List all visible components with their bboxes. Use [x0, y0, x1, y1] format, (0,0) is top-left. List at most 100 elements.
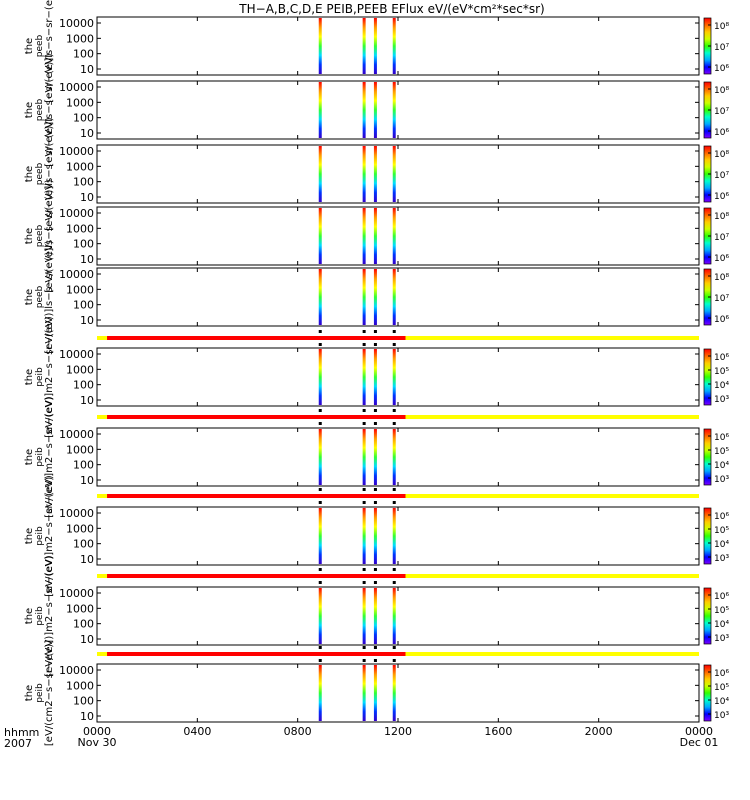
status-marker [362, 343, 366, 346]
status-bar [97, 330, 699, 346]
data-burst [392, 508, 396, 564]
status-marker [392, 646, 396, 649]
y-axis-label: the [24, 449, 35, 465]
y-axis-label: the [24, 685, 35, 701]
x-tick-label: 0400 [183, 725, 211, 738]
status-segment [405, 336, 699, 340]
status-marker [373, 488, 377, 491]
y-axis-label: [eV/(eV)]m2−s−sr−(eV) [44, 396, 55, 518]
y-tick-label: 10000 [59, 268, 94, 281]
spectrogram-panel: 10000 1000 100 10 the peeb [eV/(eV)]ls−s−sr−(e… [24, 240, 729, 354]
y-tick-label: 10000 [59, 145, 94, 158]
status-marker [318, 646, 322, 649]
y-tick-label: 100 [73, 176, 94, 189]
spectrogram-panel: 10000 1000 100 10 the peeb [eV/(eV)]ls−s−sr−(e… [24, 117, 729, 231]
y-tick-label: 100 [73, 618, 94, 631]
y-tick-label: 10000 [59, 587, 94, 600]
y-tick-label: 1000 [66, 283, 94, 296]
status-marker [318, 422, 322, 425]
colorbar-tick-label: 10⁷ [714, 43, 729, 53]
colorbar-tick-label: 10⁸ [714, 150, 729, 160]
colorbar-tick-label: 10⁶ [714, 192, 729, 202]
status-marker [392, 330, 396, 333]
x-axis-year: 2007 [4, 737, 32, 750]
data-burst [318, 429, 322, 485]
data-burst [373, 508, 377, 564]
y-axis-label: [eV/(eV)]ls−s−sr−(eV) [44, 53, 55, 167]
colorbar-tick-label: 10³ [714, 711, 729, 721]
x-tick-label: 1200 [384, 725, 412, 738]
status-marker [373, 330, 377, 333]
data-burst [373, 18, 377, 74]
y-tick-label: 1000 [66, 96, 94, 109]
y-tick-label: 10 [80, 710, 94, 723]
colorbar-tick-label: 10⁶ [714, 433, 729, 443]
y-axis-label: peeb [35, 162, 45, 185]
colorbar-tick-label: 10⁷ [714, 233, 729, 243]
data-burst [392, 269, 396, 325]
panel-frame [96, 427, 700, 487]
data-burst [362, 588, 366, 644]
status-marker [362, 409, 366, 412]
y-tick-label: 10 [80, 63, 94, 76]
y-tick-label: 100 [73, 112, 94, 125]
y-axis-label: the [24, 38, 35, 54]
status-marker [392, 501, 396, 504]
data-burst [318, 146, 322, 202]
x-date-label: Dec 01 [680, 736, 719, 749]
colorbar-tick-label: 10⁶ [714, 669, 729, 679]
colorbar-tick-label: 10⁴ [714, 461, 729, 471]
status-marker [373, 568, 377, 571]
status-marker [362, 488, 366, 491]
colorbar-tick-label: 10⁷ [714, 171, 729, 181]
y-axis-label: peib [35, 367, 45, 387]
spectrogram-panel: 10000 1000 100 10 the peeb [eV/(eV)]ls−s−sr−(e… [24, 179, 729, 293]
y-tick-label: 10 [80, 127, 94, 140]
y-tick-label: 100 [73, 48, 94, 61]
status-marker [318, 568, 322, 571]
colorbar-tick-label: 10⁴ [714, 381, 729, 391]
status-marker [318, 343, 322, 346]
data-burst [373, 146, 377, 202]
y-tick-label: 1000 [66, 602, 94, 615]
x-tick-label: 0000 [685, 725, 713, 738]
y-tick-label: 10 [80, 253, 94, 266]
data-burst [362, 269, 366, 325]
status-marker [373, 343, 377, 346]
y-axis-label: [eV/(eV)]ls−s−sr−(eV) [44, 0, 55, 103]
data-burst [362, 508, 366, 564]
y-tick-label: 10 [80, 314, 94, 327]
status-segment [405, 415, 699, 419]
y-tick-label: 10000 [59, 81, 94, 94]
y-axis-label: [eV/(cm2−s−sr−eV)] [44, 640, 55, 746]
spectrogram-panel: 10000 1000 100 10 the peib [eV/(eV)]m2−s−sr−(e… [24, 475, 729, 597]
y-tick-label: 100 [73, 379, 94, 392]
colorbar-tick-label: 10⁴ [714, 540, 729, 550]
colorbar-tick-label: 10⁶ [714, 592, 729, 602]
y-tick-label: 10000 [59, 664, 94, 677]
status-segment [107, 494, 406, 498]
status-bar [97, 568, 699, 584]
data-burst [362, 208, 366, 264]
panel-frame [96, 16, 700, 76]
status-marker [318, 581, 322, 584]
data-burst [392, 349, 396, 405]
data-burst [392, 429, 396, 485]
y-axis-label: [eV/(eV)]m2−s−sr−(eV) [44, 475, 55, 597]
y-axis-label: peeb [35, 98, 45, 121]
data-burst [392, 82, 396, 138]
colorbar-tick-label: 10⁵ [714, 447, 729, 457]
colorbar [703, 428, 712, 486]
y-axis-label: peeb [35, 34, 45, 57]
panel-frame [96, 586, 700, 646]
data-burst [362, 146, 366, 202]
colorbar-tick-label: 10³ [714, 475, 729, 485]
data-burst [392, 18, 396, 74]
colorbar-tick-label: 10⁷ [714, 107, 729, 117]
status-segment [107, 336, 406, 340]
data-burst [392, 208, 396, 264]
status-bar [97, 488, 699, 504]
status-segment [107, 652, 406, 656]
spectrogram-panel: 10000 1000 100 10 the peib [eV/(eV)]m2−s−sr−(e… [24, 555, 729, 677]
status-marker [392, 422, 396, 425]
